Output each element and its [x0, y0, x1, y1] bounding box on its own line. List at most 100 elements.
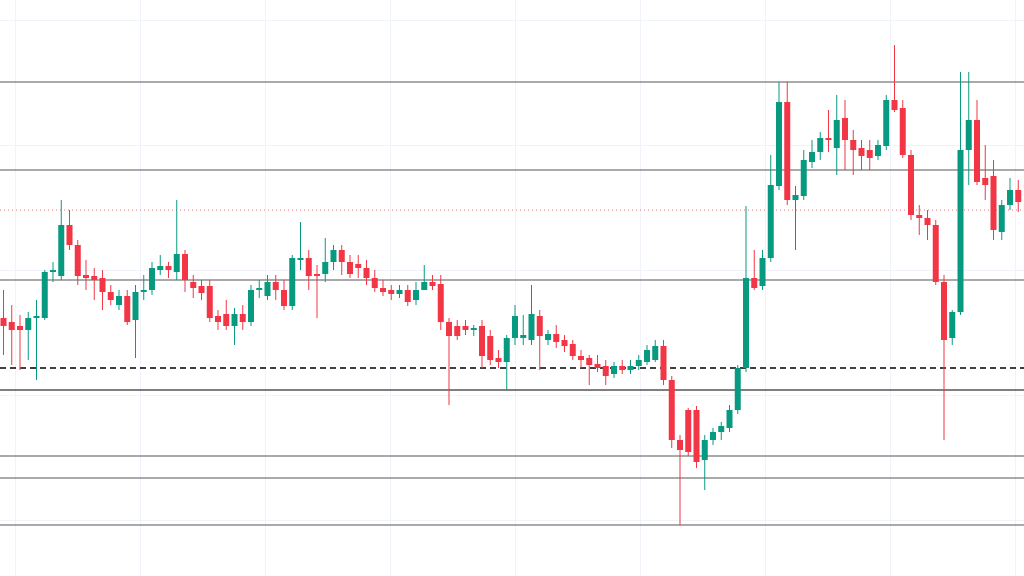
candle-body: [157, 266, 164, 270]
candle-body: [33, 316, 40, 318]
candle-body: [454, 326, 461, 336]
candle-body: [990, 176, 997, 230]
candle-body: [404, 290, 411, 302]
candle-body: [281, 290, 287, 306]
candle-body: [1007, 190, 1013, 205]
candle-body: [586, 358, 593, 365]
candle-body: [619, 366, 626, 370]
candle-body: [421, 282, 428, 290]
candle-body: [825, 138, 832, 140]
candle-body: [58, 225, 65, 276]
candle-body: [561, 340, 568, 346]
candle-body: [899, 108, 906, 155]
candle-body: [998, 205, 1005, 232]
candle-body: [635, 360, 642, 366]
candle-body: [685, 410, 692, 452]
candle-body: [1015, 190, 1022, 202]
candle-body: [751, 278, 758, 288]
candle-body: [396, 290, 403, 294]
candle-body: [941, 282, 947, 340]
candle-body: [503, 338, 510, 362]
candle-body: [198, 286, 205, 293]
candle-body: [305, 258, 312, 276]
candle-body: [784, 102, 791, 200]
candle-body: [99, 278, 106, 292]
candle-body: [462, 326, 469, 330]
candle-body: [413, 290, 419, 300]
candle-body: [50, 270, 56, 272]
candle-body: [817, 138, 824, 152]
candle-body: [924, 218, 931, 225]
candle-body: [965, 120, 972, 150]
candle-body: [718, 426, 725, 432]
candle-body: [660, 346, 667, 380]
candle-body: [479, 326, 485, 356]
candle-body: [957, 150, 964, 312]
candle-body: [470, 328, 477, 330]
candle-body: [858, 148, 865, 156]
candle-body: [256, 288, 263, 290]
candle-body: [17, 326, 23, 330]
candle-body: [553, 334, 560, 342]
candle-body: [132, 292, 139, 320]
candle-body: [916, 215, 923, 218]
candle-body: [289, 258, 296, 306]
candle-body: [569, 344, 576, 356]
candle-body: [974, 120, 980, 182]
candle-body: [487, 336, 494, 360]
candle-body: [272, 282, 279, 290]
candle-body: [644, 350, 650, 362]
candle-body: [949, 312, 956, 338]
candle-body: [25, 318, 32, 330]
candle-body: [982, 178, 989, 185]
candle-body: [347, 262, 353, 274]
candle-body: [891, 100, 898, 110]
candle-body: [330, 250, 337, 262]
candle-body: [842, 118, 848, 140]
candle-body: [800, 160, 807, 196]
candle-body: [446, 322, 452, 336]
candle-body: [173, 254, 180, 272]
candle-body: [190, 282, 197, 288]
candle-body: [792, 195, 799, 200]
candle-body: [578, 356, 584, 360]
candle-body: [850, 140, 857, 150]
candle-body: [297, 258, 304, 260]
candle-body: [239, 314, 246, 322]
candle-body: [520, 335, 527, 338]
candle-body: [528, 314, 535, 340]
candle-body: [264, 282, 271, 296]
candle-body: [875, 145, 881, 156]
candle-body: [223, 314, 230, 326]
candle-body: [429, 282, 436, 286]
candle-body: [668, 380, 675, 440]
candle-body: [74, 245, 81, 276]
candle-body: [602, 366, 609, 376]
candle-body: [594, 364, 601, 368]
candle-body: [611, 366, 617, 374]
candle-body: [545, 334, 551, 340]
candle-body: [380, 288, 386, 292]
candle-body: [116, 296, 122, 305]
candle-body: [215, 316, 221, 322]
candle-body: [767, 185, 774, 258]
candle-body: [388, 290, 395, 294]
candle-body: [371, 278, 378, 288]
candle-body: [693, 410, 700, 462]
candle-body: [314, 274, 320, 276]
candle-body: [8, 322, 15, 330]
candle-body: [932, 225, 939, 282]
candle-body: [206, 286, 213, 318]
candle-body: [355, 264, 362, 268]
candle-body: [124, 296, 131, 322]
candle-body: [701, 440, 708, 460]
candle-body: [710, 432, 716, 440]
candle-body: [809, 152, 815, 162]
candle-body: [91, 276, 98, 280]
candle-body: [883, 100, 890, 146]
candle-body: [833, 120, 840, 148]
candle-body: [866, 150, 873, 158]
candle-body: [66, 225, 73, 245]
candle-body: [652, 346, 659, 360]
